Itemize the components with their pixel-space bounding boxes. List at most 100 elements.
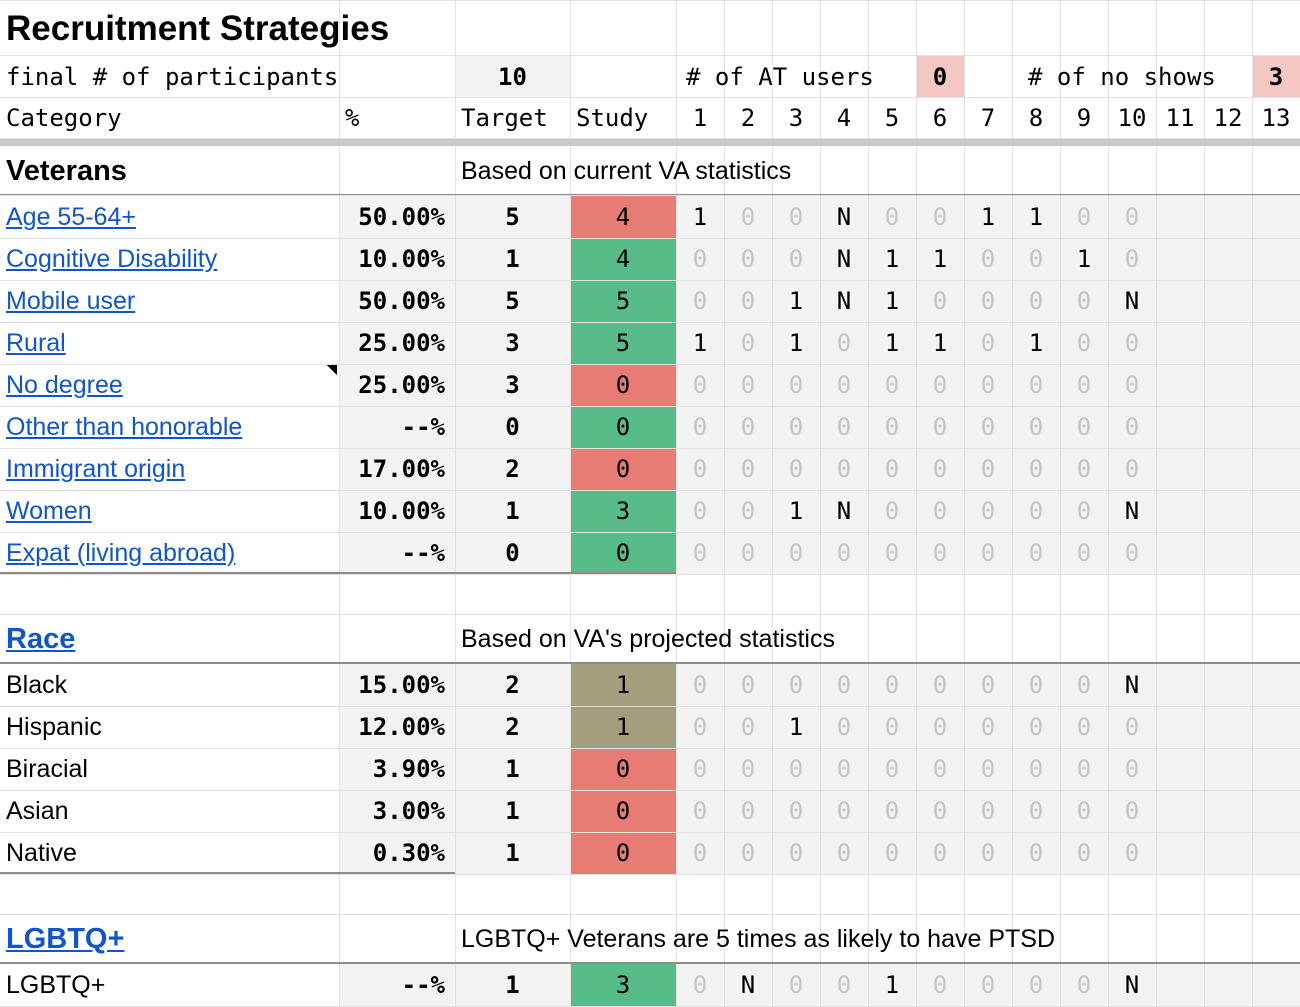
gridline-horizontal <box>0 706 1300 707</box>
study-status-fill-red <box>570 790 676 832</box>
study-status-fill-green <box>570 406 676 448</box>
participant-cell: 1 <box>932 245 948 273</box>
row-bg <box>676 406 1300 448</box>
participant-cell: 0 <box>884 671 900 699</box>
participant-cell: 0 <box>1028 539 1044 567</box>
row-bg <box>339 280 455 322</box>
section-border <box>0 572 676 574</box>
summary-at-value: 0 <box>932 62 948 91</box>
participant-cell: 0 <box>692 713 708 741</box>
percent-cell: 15.00% <box>358 671 445 699</box>
participant-cell: 0 <box>836 797 852 825</box>
category-label[interactable]: Expat (living abroad) <box>6 538 236 567</box>
header-participant-9: 9 <box>1076 104 1092 132</box>
category-label[interactable]: Cognitive Disability <box>6 244 218 273</box>
study-cell: 4 <box>615 203 631 231</box>
participant-cell: 0 <box>1076 755 1092 783</box>
participant-cell: 0 <box>836 413 852 441</box>
participant-cell: 0 <box>884 539 900 567</box>
header-participant-5: 5 <box>884 104 900 132</box>
participant-cell: 0 <box>740 755 756 783</box>
participant-cell: 0 <box>1124 455 1140 483</box>
participant-cell: 0 <box>1124 839 1140 867</box>
row-bg <box>455 532 570 574</box>
participant-cell: 1 <box>788 287 804 315</box>
participant-cell: 0 <box>692 287 708 315</box>
row-bg <box>339 196 455 238</box>
percent-cell: --% <box>401 539 445 567</box>
participant-cell: 0 <box>980 455 996 483</box>
category-label[interactable]: Rural <box>6 328 66 357</box>
row-bg <box>676 748 1300 790</box>
participant-cell: 0 <box>884 755 900 783</box>
header-participant-6: 6 <box>932 104 948 132</box>
page-title: Recruitment Strategies <box>6 8 390 48</box>
category-label[interactable]: Age 55-64+ <box>6 202 136 231</box>
summary-at-label: # of AT users <box>686 62 874 91</box>
gridline-vertical <box>820 0 821 1006</box>
row-bg <box>676 322 1300 364</box>
participant-cell: 0 <box>740 413 756 441</box>
category-label[interactable]: Women <box>6 496 92 525</box>
gridline-horizontal <box>0 97 1300 98</box>
study-cell: 1 <box>615 713 631 741</box>
participant-cell: 0 <box>788 797 804 825</box>
participant-cell: 1 <box>884 971 900 999</box>
participant-cell: 0 <box>1028 497 1044 525</box>
study-status-fill-green <box>570 490 676 532</box>
participant-cell: 0 <box>1076 329 1092 357</box>
category-label[interactable]: Other than honorable <box>6 412 243 441</box>
gridline-vertical <box>570 0 571 1006</box>
participant-cell: 0 <box>932 755 948 783</box>
participant-cell: 0 <box>836 371 852 399</box>
participant-cell: 1 <box>932 329 948 357</box>
participant-cell: 0 <box>740 797 756 825</box>
header-participant-2: 2 <box>740 104 756 132</box>
participant-cell: 1 <box>884 329 900 357</box>
participant-cell: 0 <box>692 971 708 999</box>
participant-cell: 0 <box>884 713 900 741</box>
participant-cell: 0 <box>1076 971 1092 999</box>
participant-cell: N <box>1124 971 1140 999</box>
percent-cell: 25.00% <box>358 329 445 357</box>
target-cell: 1 <box>505 245 520 273</box>
study-cell: 4 <box>615 245 631 273</box>
row-bg <box>455 406 570 448</box>
participant-cell: 0 <box>1124 539 1140 567</box>
section-title-race[interactable]: Race <box>6 623 76 655</box>
header-participant-8: 8 <box>1028 104 1044 132</box>
participant-cell: 0 <box>1124 329 1140 357</box>
target-cell: 2 <box>505 455 520 483</box>
header-study: Study <box>576 104 649 132</box>
participant-cell: 0 <box>932 497 948 525</box>
participant-cell: 0 <box>1124 713 1140 741</box>
summary-final-value-bg <box>455 56 570 97</box>
participant-cell: 0 <box>740 371 756 399</box>
participant-cell: 0 <box>836 839 852 867</box>
category-label: Native <box>6 838 77 867</box>
category-label[interactable]: No degree <box>6 370 123 399</box>
participant-cell: 0 <box>1028 413 1044 441</box>
participant-cell: 0 <box>836 329 852 357</box>
participant-cell: 0 <box>740 329 756 357</box>
category-label[interactable]: Mobile user <box>6 286 136 315</box>
gridline-vertical <box>1204 0 1205 1006</box>
participant-cell: 0 <box>692 839 708 867</box>
section-title-lgbtq[interactable]: LGBTQ+ <box>6 923 125 955</box>
participant-cell: 0 <box>1076 539 1092 567</box>
participant-cell: 0 <box>980 539 996 567</box>
participant-cell: 0 <box>1076 203 1092 231</box>
target-cell: 1 <box>505 839 520 867</box>
participant-cell: 0 <box>932 455 948 483</box>
participant-cell: 0 <box>740 287 756 315</box>
participant-cell: N <box>836 497 852 525</box>
participant-cell: 0 <box>1124 413 1140 441</box>
participant-cell: 1 <box>788 497 804 525</box>
study-status-fill-green <box>570 280 676 322</box>
section-border <box>0 662 1300 664</box>
row-bg <box>339 406 455 448</box>
participant-cell: 0 <box>1124 371 1140 399</box>
header-target: Target <box>461 104 548 132</box>
category-label[interactable]: Immigrant origin <box>6 454 186 483</box>
